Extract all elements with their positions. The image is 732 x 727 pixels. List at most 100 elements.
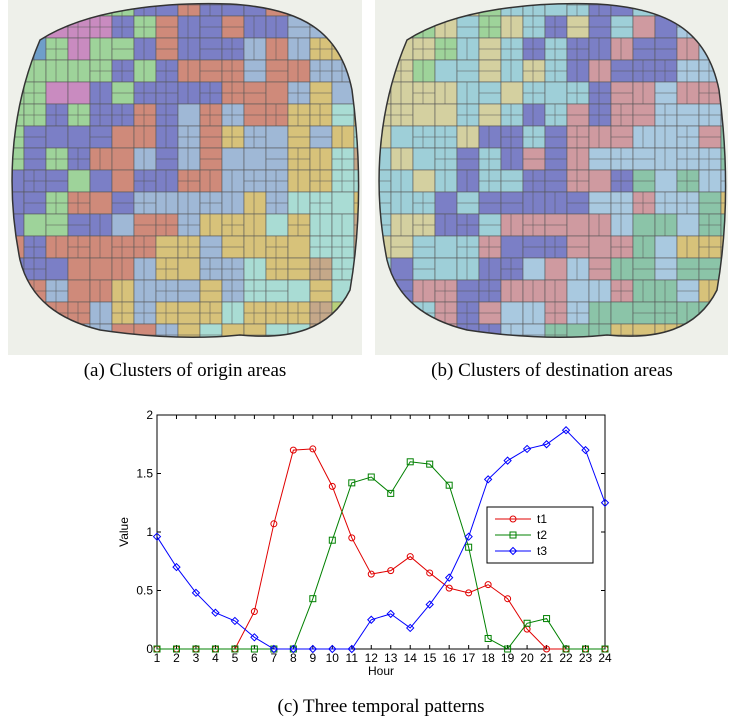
map-region [46, 82, 68, 104]
x-tick-label: 21 [540, 651, 554, 665]
map-region [134, 126, 156, 148]
map-region [112, 258, 134, 280]
map-region [501, 16, 523, 38]
map-region [68, 258, 90, 280]
map-region [90, 258, 112, 280]
map-region [633, 126, 655, 148]
map-region [68, 60, 90, 82]
caption: (a) Clusters of origin areas [84, 360, 287, 381]
map-region [633, 214, 655, 236]
map-region [310, 148, 332, 170]
map-region [435, 170, 457, 192]
map-region [523, 302, 545, 324]
map-region [435, 60, 457, 82]
map-region [413, 170, 435, 192]
map-region [457, 258, 479, 280]
map-region [589, 214, 611, 236]
x-tick-label: 16 [442, 651, 456, 665]
map-region [156, 170, 178, 192]
map-region [457, 126, 479, 148]
x-tick-label: 10 [326, 651, 340, 665]
x-tick-label: 19 [501, 651, 515, 665]
map-region [46, 258, 68, 280]
y-tick-label: 1 [146, 525, 153, 539]
map-region [655, 214, 677, 236]
map-region [545, 82, 567, 104]
map-region [178, 258, 200, 280]
map-region [391, 170, 413, 192]
map-region [178, 38, 200, 60]
map-region [244, 16, 266, 38]
caption: (b) Clusters of destination areas [431, 360, 673, 381]
legend-label: t3 [537, 544, 547, 558]
map-region [633, 82, 655, 104]
map-region [134, 258, 156, 280]
map-region [222, 192, 244, 214]
map-region [112, 148, 134, 170]
map-region [391, 192, 413, 214]
map-region [413, 148, 435, 170]
map-region [413, 60, 435, 82]
x-tick-label: 9 [309, 651, 316, 665]
map-region [457, 82, 479, 104]
map-region [567, 280, 589, 302]
map-region [222, 302, 244, 324]
map-region [46, 60, 68, 82]
map-region [523, 192, 545, 214]
map-region [90, 170, 112, 192]
legend-label: t1 [537, 512, 547, 526]
map-region [244, 214, 266, 236]
map-region [266, 82, 288, 104]
map-region [288, 170, 310, 192]
x-tick-label: 17 [462, 651, 476, 665]
map-region [244, 38, 266, 60]
map-region [90, 38, 112, 60]
x-tick-label: 2 [173, 651, 180, 665]
map-region [567, 214, 589, 236]
map-region [222, 170, 244, 192]
map-region [90, 280, 112, 302]
x-tick-label: 1 [154, 651, 161, 665]
map-region [112, 214, 134, 236]
legend-label: t2 [537, 528, 547, 542]
map-region [677, 236, 699, 258]
map-region [134, 148, 156, 170]
map-region [288, 38, 310, 60]
map-region [46, 126, 68, 148]
map-region [90, 214, 112, 236]
map-region [90, 302, 112, 324]
map-region [134, 280, 156, 302]
map-region [244, 258, 266, 280]
map-region [178, 60, 200, 82]
x-tick-label: 13 [384, 651, 398, 665]
map-region [567, 258, 589, 280]
map-region [178, 82, 200, 104]
map-region [523, 104, 545, 126]
map-region [68, 126, 90, 148]
x-tick-label: 15 [423, 651, 437, 665]
map-region [2, 170, 24, 192]
map-region [90, 82, 112, 104]
y-tick-label: 0 [146, 642, 153, 656]
map-region [178, 148, 200, 170]
map-region [633, 16, 655, 38]
map-region [435, 192, 457, 214]
x-tick-label: 14 [404, 651, 418, 665]
map-region [589, 236, 611, 258]
map-region [545, 280, 567, 302]
map-region [699, 170, 721, 192]
map-region [677, 82, 699, 104]
map-region [156, 192, 178, 214]
map-region [266, 126, 288, 148]
map-region [178, 104, 200, 126]
x-tick-label: 22 [559, 651, 573, 665]
map-region [589, 60, 611, 82]
map-region [501, 82, 523, 104]
map-region [288, 280, 310, 302]
map-region [589, 280, 611, 302]
map-region [68, 280, 90, 302]
map-region [633, 236, 655, 258]
map-region [413, 104, 435, 126]
x-tick-label: 4 [212, 651, 219, 665]
map-region [391, 126, 413, 148]
